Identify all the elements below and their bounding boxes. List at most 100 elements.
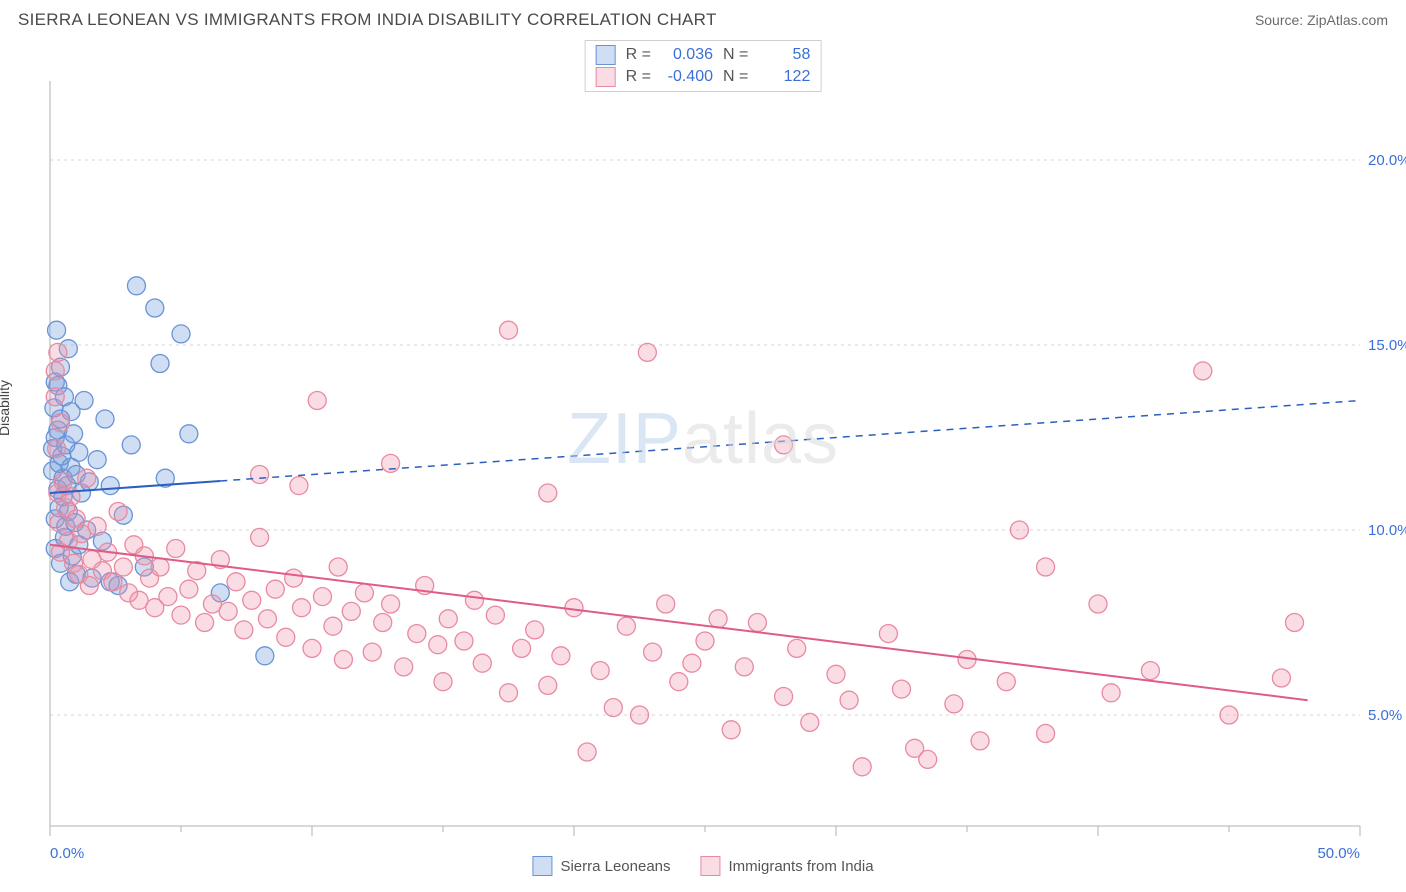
point xyxy=(1089,595,1107,613)
point xyxy=(1037,725,1055,743)
legend-R-label: R = xyxy=(626,68,651,86)
point xyxy=(293,599,311,617)
point xyxy=(180,580,198,598)
point xyxy=(196,614,214,632)
point xyxy=(258,610,276,628)
point xyxy=(49,343,67,361)
chart-container: Disability 5.0%10.0%15.0%20.0%0.0%50.0% … xyxy=(0,36,1406,876)
title-bar: SIERRA LEONEAN VS IMMIGRANTS FROM INDIA … xyxy=(0,0,1406,36)
point xyxy=(219,602,237,620)
legend-N-label: N = xyxy=(723,68,748,86)
point xyxy=(78,469,96,487)
legend-correlation: R =0.036N =58R =-0.400N =122 xyxy=(585,40,822,92)
point xyxy=(382,595,400,613)
point xyxy=(500,684,518,702)
point xyxy=(473,654,491,672)
point xyxy=(735,658,753,676)
scatter-chart: 5.0%10.0%15.0%20.0%0.0%50.0% xyxy=(0,36,1406,876)
point xyxy=(439,610,457,628)
point xyxy=(539,484,557,502)
series-india xyxy=(46,321,1303,776)
point xyxy=(172,606,190,624)
point xyxy=(235,621,253,639)
point xyxy=(578,743,596,761)
point xyxy=(329,558,347,576)
point xyxy=(395,658,413,676)
point xyxy=(565,599,583,617)
point xyxy=(127,277,145,295)
point xyxy=(88,517,106,535)
point xyxy=(709,610,727,628)
point xyxy=(114,558,132,576)
point xyxy=(1141,662,1159,680)
point xyxy=(840,691,858,709)
point xyxy=(657,595,675,613)
legend-swatch xyxy=(596,67,616,87)
x-tick-label: 50.0% xyxy=(1317,845,1360,862)
point xyxy=(151,355,169,373)
point xyxy=(893,680,911,698)
point xyxy=(486,606,504,624)
point xyxy=(1010,521,1028,539)
point xyxy=(48,440,66,458)
point xyxy=(631,706,649,724)
y-tick-label: 10.0% xyxy=(1368,522,1406,539)
point xyxy=(879,625,897,643)
point xyxy=(324,617,342,635)
point xyxy=(775,688,793,706)
legend-N-value: 122 xyxy=(758,68,810,86)
point xyxy=(363,643,381,661)
point xyxy=(500,321,518,339)
point xyxy=(146,299,164,317)
point xyxy=(465,591,483,609)
point xyxy=(827,665,845,683)
point xyxy=(266,580,284,598)
point xyxy=(644,643,662,661)
point xyxy=(853,758,871,776)
y-axis-label: Disability xyxy=(0,380,12,436)
point xyxy=(1272,669,1290,687)
point xyxy=(526,621,544,639)
point xyxy=(308,392,326,410)
point xyxy=(303,639,321,657)
point xyxy=(151,558,169,576)
point xyxy=(696,632,714,650)
point xyxy=(429,636,447,654)
point xyxy=(617,617,635,635)
point xyxy=(670,673,688,691)
point xyxy=(638,343,656,361)
point xyxy=(256,647,274,665)
point xyxy=(313,588,331,606)
point xyxy=(1286,614,1304,632)
point xyxy=(101,477,119,495)
legend-N-label: N = xyxy=(723,46,748,64)
legend-label: Immigrants from India xyxy=(729,858,874,875)
point xyxy=(109,503,127,521)
point xyxy=(251,466,269,484)
legend-label: Sierra Leoneans xyxy=(560,858,670,875)
y-tick-label: 15.0% xyxy=(1368,337,1406,354)
source-label: Source: ZipAtlas.com xyxy=(1255,12,1388,28)
point xyxy=(722,721,740,739)
point xyxy=(1220,706,1238,724)
legend-swatch xyxy=(532,856,552,876)
point xyxy=(122,436,140,454)
point xyxy=(788,639,806,657)
point xyxy=(748,614,766,632)
legend-R-label: R = xyxy=(626,46,651,64)
point xyxy=(455,632,473,650)
legend-item-india: Immigrants from India xyxy=(701,856,874,876)
point xyxy=(285,569,303,587)
point xyxy=(342,602,360,620)
point xyxy=(48,321,66,339)
point xyxy=(775,436,793,454)
point xyxy=(80,577,98,595)
legend-swatch xyxy=(596,45,616,65)
point xyxy=(434,673,452,691)
point xyxy=(1102,684,1120,702)
point xyxy=(227,573,245,591)
point xyxy=(51,414,69,432)
point xyxy=(1194,362,1212,380)
point xyxy=(96,410,114,428)
point xyxy=(277,628,295,646)
